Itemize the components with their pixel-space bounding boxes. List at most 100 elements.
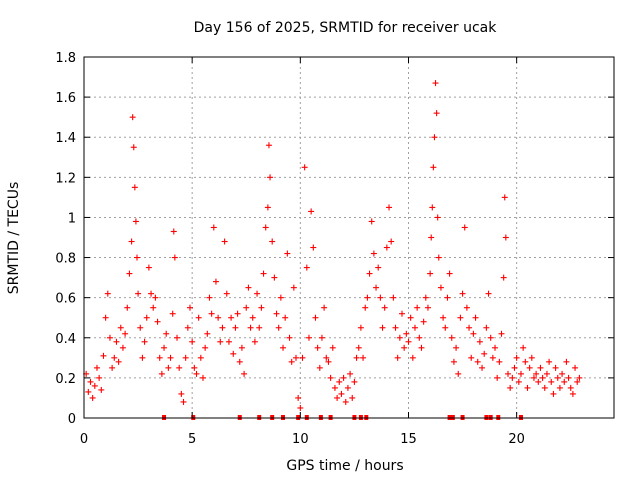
data-point [314, 344, 321, 351]
data-point [91, 382, 98, 389]
data-point [494, 374, 501, 381]
x-tick-label: 0 [80, 432, 88, 447]
data-point [556, 384, 563, 391]
data-point [524, 384, 531, 391]
data-point [258, 304, 265, 311]
data-point [135, 290, 142, 297]
data-point [375, 264, 382, 271]
grid-lines [84, 57, 614, 418]
data-point [230, 350, 237, 357]
data-point [459, 290, 466, 297]
data-point [347, 370, 354, 377]
data-point [500, 274, 507, 281]
x-tick-label: 10 [292, 432, 309, 447]
data-point [442, 324, 449, 331]
data-point [262, 224, 269, 231]
data-point [236, 358, 243, 365]
data-point [85, 388, 92, 395]
data-point [129, 114, 136, 121]
data-point [457, 314, 464, 321]
data-point [148, 290, 155, 297]
data-point [143, 314, 150, 321]
data-point [299, 354, 306, 361]
data-point [163, 330, 170, 337]
data-point [115, 358, 122, 365]
data-point [191, 364, 198, 371]
data-point [448, 334, 455, 341]
data-point [537, 364, 544, 371]
data-point [366, 270, 373, 277]
data-point [145, 264, 152, 271]
data-point [507, 384, 514, 391]
data-point [280, 344, 287, 351]
data-point [567, 384, 574, 391]
data-point [420, 318, 427, 325]
data-point [247, 324, 254, 331]
data-point [394, 354, 401, 361]
data-point [273, 310, 280, 317]
data-point [228, 314, 235, 321]
data-point [204, 330, 211, 337]
data-point [223, 290, 230, 297]
y-tick-label: 1.4 [55, 131, 76, 146]
data-point [267, 174, 274, 181]
axis-ticks [83, 56, 614, 419]
data-point [199, 374, 206, 381]
data-point [202, 344, 209, 351]
data-point [373, 284, 380, 291]
y-tick-label: 1.8 [55, 51, 76, 66]
data-point [437, 284, 444, 291]
data-point [308, 208, 315, 215]
data-point [485, 290, 492, 297]
data-point [353, 354, 360, 361]
y-tick-label: 0.4 [55, 332, 76, 347]
data-point [197, 354, 204, 361]
data-point [526, 364, 533, 371]
data-point [520, 344, 527, 351]
data-point [576, 374, 583, 381]
data-point [156, 354, 163, 361]
data-point [572, 364, 579, 371]
data-point [569, 390, 576, 397]
data-point [150, 304, 157, 311]
data-point [496, 358, 503, 365]
y-tick-label: 1.2 [55, 171, 76, 186]
data-point [137, 324, 144, 331]
data-point [489, 354, 496, 361]
data-point [550, 390, 557, 397]
tick-labels: 0 0.2 0.4 0.6 0.8 1 1.2 1.4 1.6 1.8 0 5 10 15 20 [55, 51, 525, 447]
data-point [513, 354, 520, 361]
data-point [318, 334, 325, 341]
data-point [295, 394, 302, 401]
data-point [522, 358, 529, 365]
data-point [479, 364, 486, 371]
data-point [124, 304, 131, 311]
data-point [472, 314, 479, 321]
data-point [251, 338, 258, 345]
data-point [288, 358, 295, 365]
data-point [392, 324, 399, 331]
data-point [293, 354, 299, 361]
chart-title: Day 156 of 2025, SRMTID for receiver uca… [194, 20, 498, 36]
data-point [93, 364, 100, 371]
data-point [165, 364, 172, 371]
data-point [554, 374, 561, 381]
data-point [416, 334, 423, 341]
data-point [139, 354, 146, 361]
data-point [461, 224, 468, 231]
data-point [535, 378, 542, 385]
data-point [364, 294, 371, 301]
data-point [134, 254, 140, 261]
data-point [453, 344, 460, 351]
data-point [427, 270, 434, 277]
data-point [455, 370, 462, 377]
data-point [422, 294, 429, 301]
y-tick-label: 0.8 [55, 252, 76, 267]
data-point [265, 142, 272, 149]
data-point [210, 224, 217, 231]
data-point [377, 294, 384, 301]
data-point [362, 304, 369, 311]
data-point [245, 284, 252, 291]
data-point [331, 384, 338, 391]
data-point [174, 334, 181, 341]
